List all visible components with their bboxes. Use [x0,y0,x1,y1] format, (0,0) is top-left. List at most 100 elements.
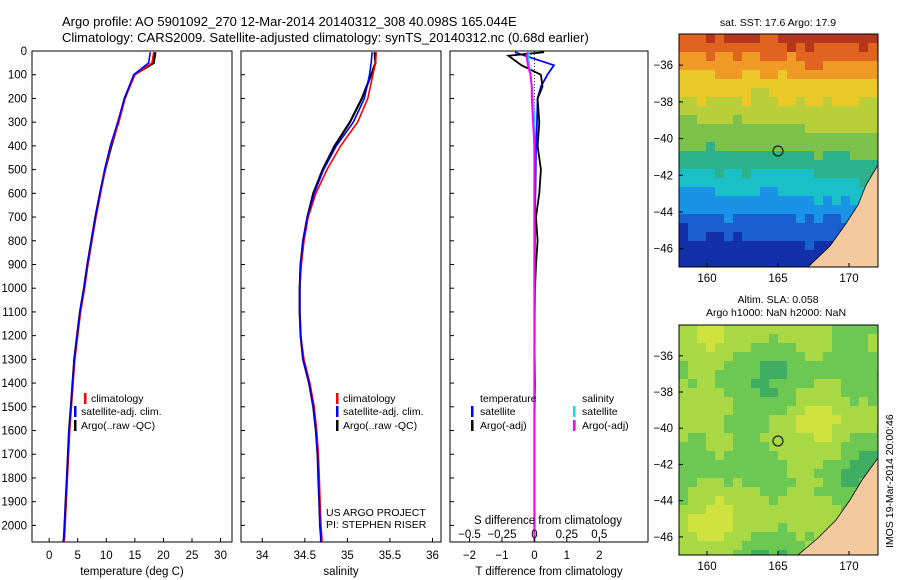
salinity-xlabel: salinity [323,566,358,578]
sst-cell [688,97,697,106]
sla-cell [751,415,760,424]
sla-cell [778,325,787,334]
sla-cell [814,523,823,532]
sst-cell [778,151,787,160]
sst-cell [850,205,859,214]
sla-cell [697,532,706,541]
sst-cell [724,52,733,61]
sla-cell [688,370,697,379]
sla-map-subtitle: Argo h1000: NaN h2000: NaN [706,307,846,319]
sst-cell [778,142,787,151]
y-tick-label: 700 [8,212,27,224]
sst-cell [832,124,841,133]
sst-cell [796,142,805,151]
sst-cell [787,214,796,223]
sst-cell [805,196,814,205]
sst-cell [697,160,706,169]
sst-cell [715,169,724,178]
sla-cell [688,496,697,505]
sst-cell [841,43,850,52]
sla-cell [688,343,697,352]
sst-cell [778,52,787,61]
sst-cell [805,169,814,178]
map-y-tick-label: −44 [653,496,673,508]
sla-cell [859,406,868,415]
sst-cell [742,178,751,187]
sla-cell [814,406,823,415]
sst-cell [742,88,751,97]
sst-cell [679,115,688,124]
map-y-tick-label: −42 [653,459,673,471]
sst-cell [868,115,877,124]
sst-cell [751,79,760,88]
sla-cell [823,406,832,415]
sst-cell [787,241,796,250]
sla-cell [832,460,841,469]
sla-cell [751,541,760,550]
sla-cell [679,451,688,460]
map-y-tick-label: −38 [653,97,673,109]
sla-cell [715,388,724,397]
sst-cell [706,52,715,61]
sst-cell [778,97,787,106]
sst-cell [697,133,706,142]
sla-cell [823,433,832,442]
sst-cell [868,61,877,70]
sla-cell [733,496,742,505]
salinity-series-layer [298,52,378,542]
sst-cell [688,205,697,214]
sla-cell [706,361,715,370]
sla-cell [715,361,724,370]
sst-cell [715,151,724,160]
sla-cell [760,397,769,406]
sla-cell [814,370,823,379]
sst-cell [850,151,859,160]
sla-cell [688,523,697,532]
sla-cell [814,424,823,433]
sla-cell [859,379,868,388]
sst-cell [823,214,832,223]
sst-cell [796,205,805,214]
sla-cell [697,550,706,555]
sst-cell [742,214,751,223]
sla-cell [868,325,877,334]
sla-cell [733,379,742,388]
sst-cell [769,61,778,70]
sla-cell [742,352,751,361]
sla-cell [859,352,868,361]
sla-cell [679,325,688,334]
sla-cell [733,478,742,487]
sla-cell [688,388,697,397]
sst-cell [697,124,706,133]
sla-cell [760,541,769,550]
sst-cell [697,196,706,205]
sst-cell [679,232,688,241]
sst-cell [733,241,742,250]
sla-cell [697,361,706,370]
sla-cell [805,424,814,433]
sla-cell [769,451,778,460]
sst-cell [868,97,877,106]
sst-cell [859,43,868,52]
sst-cell [778,70,787,79]
sst-cell [814,61,823,70]
sla-cell [751,478,760,487]
sst-cell [742,151,751,160]
sst-cell [787,106,796,115]
sst-cell [724,241,733,250]
sst-cell [805,142,814,151]
sla-cell [733,442,742,451]
sla-cell [859,442,868,451]
sla-cell [778,541,787,550]
map-y-tick-label: −40 [653,134,673,146]
sst-cell [814,115,823,124]
sla-cell [778,532,787,541]
sst-cell [841,196,850,205]
sst-cell [706,232,715,241]
sla-cell [841,478,850,487]
sla-cell [742,406,751,415]
sla-cell [805,451,814,460]
sst-cell [841,70,850,79]
sst-cell [778,259,787,267]
sst-cell [868,70,877,79]
